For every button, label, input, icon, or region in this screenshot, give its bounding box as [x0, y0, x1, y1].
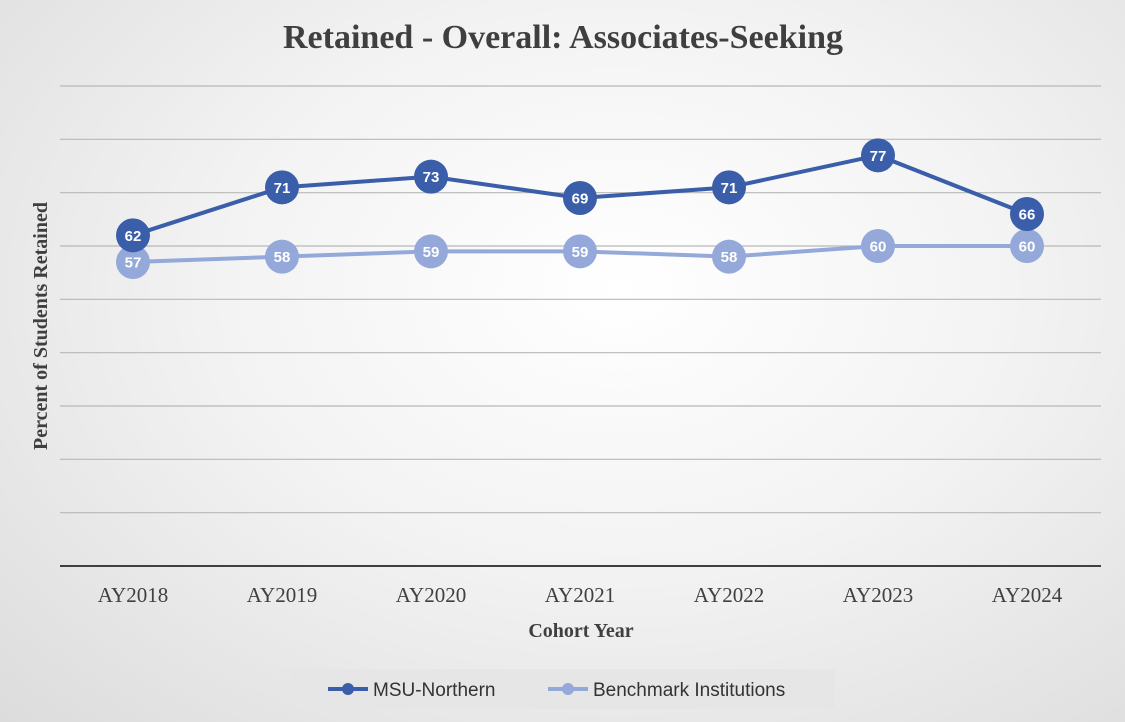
data-point — [414, 234, 448, 269]
y-axis-title: Percent of Students Retained — [30, 202, 52, 450]
data-point — [563, 181, 597, 215]
series-secondary: 57 58 59 59 58 60 60 — [116, 229, 1044, 279]
x-tick-label: AY2021 — [545, 583, 615, 607]
legend-label: MSU-Northern — [373, 680, 495, 701]
legend-label: Benchmark Institutions — [593, 680, 785, 701]
data-point — [116, 218, 150, 253]
data-point — [414, 159, 448, 194]
data-label: 62 — [125, 228, 142, 245]
data-point — [861, 138, 895, 173]
legend-swatch-marker — [562, 683, 574, 695]
data-label: 77 — [870, 148, 887, 165]
data-label: 69 — [572, 191, 589, 208]
data-label: 60 — [870, 239, 887, 256]
data-label: 66 — [1019, 207, 1036, 224]
x-tick-label: AY2020 — [396, 583, 466, 607]
data-label: 60 — [1019, 239, 1036, 256]
legend: MSU-Northern Benchmark Institutions — [291, 669, 835, 709]
data-point — [265, 170, 299, 205]
data-point — [861, 229, 895, 263]
data-label: 58 — [721, 249, 738, 266]
data-point — [1010, 197, 1044, 231]
series-lines: 57 58 59 59 58 60 60 62 71 73 69 71 77 66 — [116, 138, 1044, 279]
x-tick-label: AY2022 — [694, 583, 764, 607]
data-point — [265, 239, 299, 274]
data-label: 73 — [423, 169, 440, 186]
data-point — [1010, 229, 1044, 263]
x-tick-label: AY2018 — [98, 583, 168, 607]
data-point — [712, 170, 746, 205]
data-label: 71 — [721, 180, 738, 197]
x-tick-label: AY2023 — [843, 583, 913, 607]
x-tick-label: AY2024 — [992, 583, 1063, 607]
series-primary: 62 71 73 69 71 77 66 — [116, 138, 1044, 253]
x-tick-label: AY2019 — [247, 583, 317, 607]
data-point — [116, 245, 150, 279]
data-label: 58 — [274, 249, 291, 266]
data-label: 57 — [125, 255, 142, 272]
data-label: 71 — [274, 180, 291, 197]
data-point — [712, 239, 746, 274]
data-label: 59 — [572, 244, 589, 261]
x-axis-title: Cohort Year — [528, 620, 633, 642]
gridlines — [60, 85, 1101, 514]
chart-title: Retained - Overall: Associates-Seeking — [283, 19, 843, 56]
data-point — [563, 234, 597, 269]
legend-swatch-marker — [342, 683, 354, 695]
data-label: 59 — [423, 244, 440, 261]
x-tick-labels: AY2018 AY2019 AY2020 AY2021 AY2022 AY2023 AY20… — [98, 583, 1063, 607]
